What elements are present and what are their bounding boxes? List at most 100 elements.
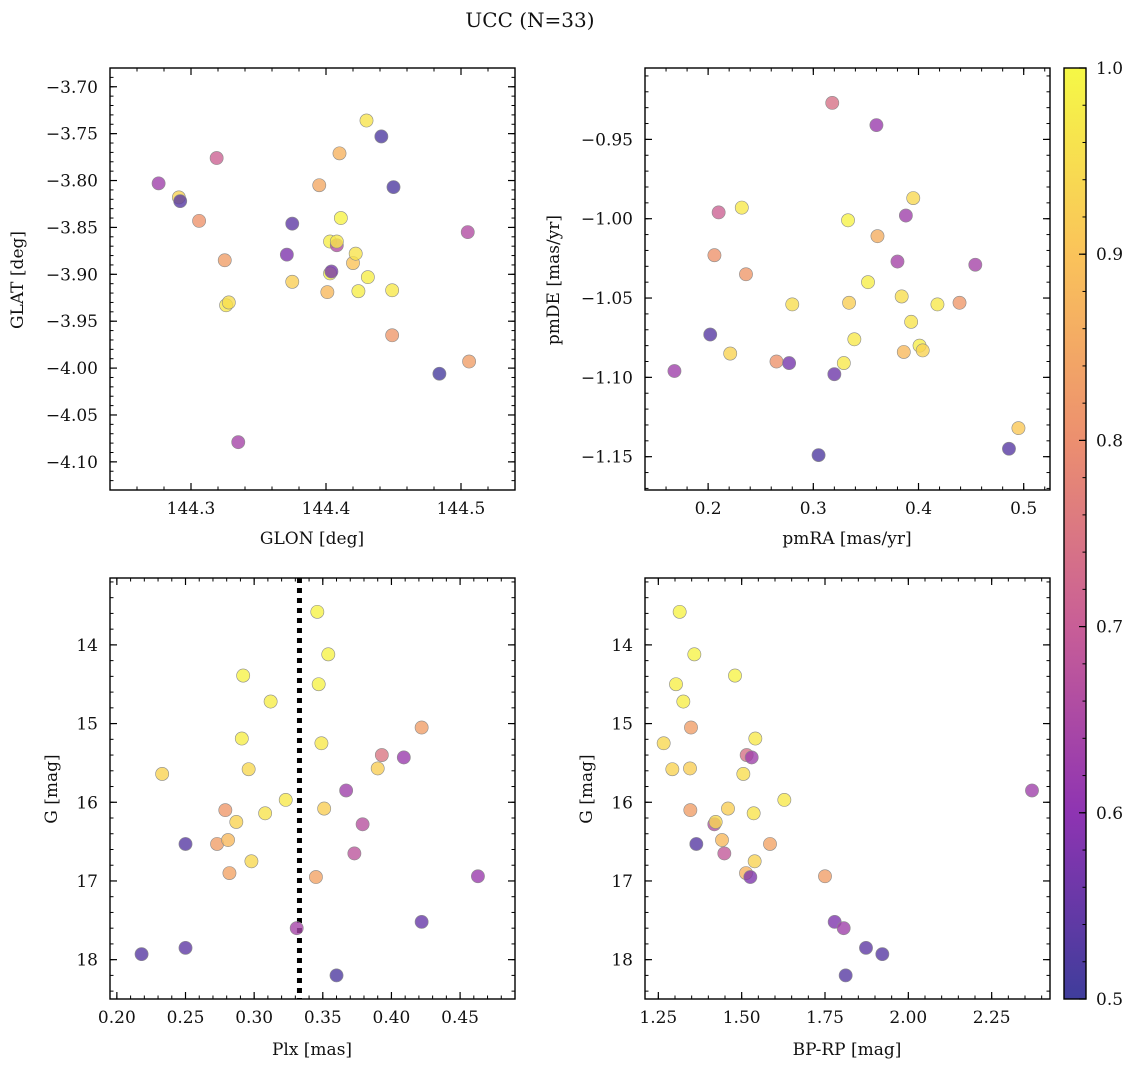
scatter-point: [896, 345, 911, 359]
scatter-point: [1011, 421, 1026, 436]
scatter-point: [231, 435, 246, 450]
scatter-point: [217, 253, 232, 268]
scatter-point: [707, 248, 722, 263]
y-tick-label: −1.10: [581, 368, 633, 388]
scatter-point: [717, 846, 732, 861]
panel-bprp-g: BP-RP [mag] G [mag]: [577, 754, 901, 1060]
scatter-point: [898, 208, 913, 223]
x-tick-label: 0.5: [1010, 499, 1037, 519]
scatter-point: [317, 801, 332, 816]
scatter-point: [746, 806, 761, 821]
scatter-point: [708, 815, 723, 829]
scatter-point: [689, 837, 704, 851]
x-tick-label: 1.25: [639, 1008, 677, 1028]
scatter-point: [747, 854, 762, 869]
x-axis-label: Plx [mas]: [272, 1040, 352, 1060]
x-tick-label: 2.25: [973, 1008, 1011, 1028]
scatter-point: [289, 921, 304, 936]
scatter-point: [743, 870, 758, 884]
scatter-point: [236, 668, 251, 683]
scatter-point: [229, 815, 244, 829]
scatter-panel-2: 0.20 0.25 0.30 0.35 0.40 0.45 14 15 16 17 18: [76, 577, 516, 1028]
scatter-point: [151, 176, 166, 191]
scatter-point: [894, 289, 909, 304]
panel-glon-glat: GLON [deg] GLAT [deg]: [8, 231, 364, 549]
scatter-point: [218, 803, 233, 818]
scatter-point: [386, 180, 401, 194]
scatter-point: [930, 297, 945, 312]
scatter-point: [414, 914, 429, 929]
scatter-point: [723, 346, 738, 361]
scatter-point: [462, 354, 476, 369]
plot-frame: [644, 67, 1051, 491]
y-tick-label: −3.90: [46, 265, 98, 285]
y-tick-label: 18: [76, 951, 98, 971]
plot-frame: [109, 577, 516, 1000]
y-tick-label: 15: [76, 715, 98, 735]
y-tick-label: 16: [76, 793, 98, 813]
scatter-point: [1002, 441, 1016, 456]
y-axis-label: G [mag]: [577, 754, 597, 823]
scatter-point: [285, 274, 300, 289]
scatter-point: [734, 200, 749, 215]
scatter-point: [192, 213, 206, 228]
scatter-point: [310, 604, 325, 619]
scatter-point: [209, 151, 224, 165]
y-tick-label: −3.95: [46, 312, 98, 332]
scatter-point: [374, 129, 389, 144]
scatter-point: [838, 968, 853, 983]
scatter-point: [715, 833, 729, 847]
scatter-point: [711, 205, 726, 220]
scatter-point: [178, 940, 193, 955]
scatter-point: [1025, 783, 1039, 798]
scatter-point: [904, 314, 919, 329]
scatter-panel-3: 1.25 1.50 1.75 2.00 2.25 14 15 16 17 18: [611, 577, 1051, 1028]
scatter-point: [339, 783, 354, 798]
colorbar-tick-label: 1.0: [1096, 59, 1123, 79]
figure-title: UCC (N=33): [465, 8, 594, 32]
x-tick-label: 0.40: [373, 1008, 411, 1028]
x-axis-label: pmRA [mas/yr]: [782, 529, 911, 549]
scatter-point: [748, 731, 763, 746]
scatter-point: [782, 356, 797, 370]
scatter-point: [721, 801, 735, 816]
scatter-point: [471, 869, 485, 884]
scatter-point: [244, 854, 259, 869]
scatter-point: [279, 247, 294, 262]
x-tick-label: 144.4: [302, 499, 351, 519]
scatter-point: [241, 762, 256, 777]
scatter-point: [906, 191, 921, 205]
scatter-point: [355, 817, 370, 832]
scatter-point: [155, 767, 170, 781]
scatter-point: [847, 332, 862, 347]
scatter-point: [320, 285, 335, 300]
scatter-point: [672, 604, 687, 619]
scatter-panel-1: 0.2 0.3 0.4 0.5 −0.95 −1.00 −1.05 −1.10 −1.15: [581, 67, 1051, 519]
scatter-point: [360, 270, 375, 285]
scatter-point: [842, 295, 856, 310]
y-tick-label: −1.00: [581, 210, 633, 230]
scatter-point: [836, 356, 851, 370]
x-tick-label: 0.45: [441, 1008, 479, 1028]
y-tick-label: −0.95: [581, 130, 633, 150]
x-axis-label: BP-RP [mag]: [793, 1040, 902, 1060]
scatter-point: [347, 846, 362, 861]
scatter-point: [763, 837, 777, 851]
scatter-point: [370, 761, 385, 776]
scatter-point: [329, 234, 344, 249]
x-tick-label: 1.75: [806, 1008, 844, 1028]
colorbar-tick-label: 0.5: [1096, 990, 1123, 1010]
y-tick-label: −1.15: [581, 448, 633, 468]
scatter-point: [703, 327, 718, 342]
x-tick-label: 0.4: [905, 499, 932, 519]
colorbar-tick-label: 0.9: [1096, 245, 1123, 265]
scatter-point: [890, 254, 905, 269]
y-tick-label: −3.85: [46, 218, 98, 238]
plot-frame: [109, 67, 516, 491]
scatter-point: [669, 677, 683, 692]
scatter-point: [263, 694, 278, 709]
scatter-point: [332, 146, 347, 161]
scatter-point: [309, 870, 323, 884]
